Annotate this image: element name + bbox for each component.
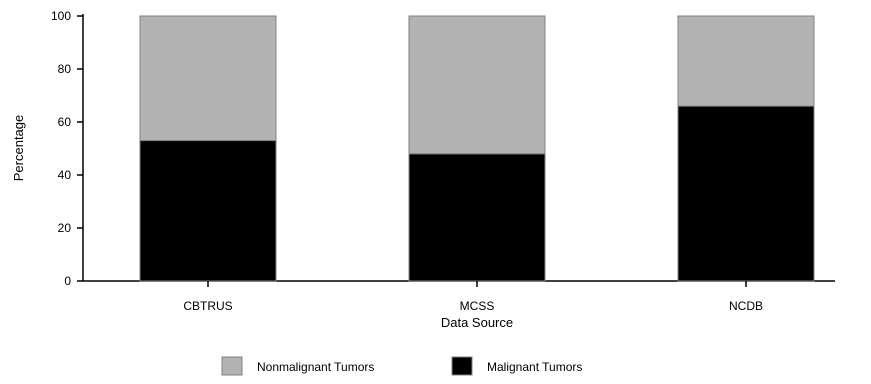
bar-cbtrus-nonmalignant [139,15,277,142]
legend-label: Nonmalignant Tumors [257,360,374,374]
x-axis-label: Data Source [441,315,513,330]
y-tick-label: 20 [58,221,72,235]
y-axis-label: Percentage [11,115,26,182]
x-tick-label: CBTRUS [183,299,232,313]
y-ticks: 0 20 40 60 80 100 [51,9,83,288]
legend-label: Malignant Tumors [487,360,582,374]
legend: Nonmalignant Tumors Malignant Tumors [221,356,582,376]
bar-cbtrus-malignant [139,140,277,282]
bar-ncdb-malignant [677,105,815,282]
bar-mcss-nonmalignant [408,15,546,155]
legend-swatch-nonmalignant [221,356,243,376]
legend-swatch-malignant [451,356,473,376]
x-tick-label: MCSS [460,299,495,313]
y-tick-label: 40 [58,168,72,182]
x-ticks: CBTRUS MCSS NCDB [183,281,763,313]
bars [139,15,815,282]
x-tick-label: NCDB [729,299,763,313]
y-tick-label: 80 [58,62,72,76]
bar-ncdb-nonmalignant [677,15,815,107]
bar-mcss-malignant [408,153,546,282]
y-tick-label: 60 [58,115,72,129]
y-tick-label: 100 [51,9,71,23]
y-tick-label: 0 [64,274,71,288]
